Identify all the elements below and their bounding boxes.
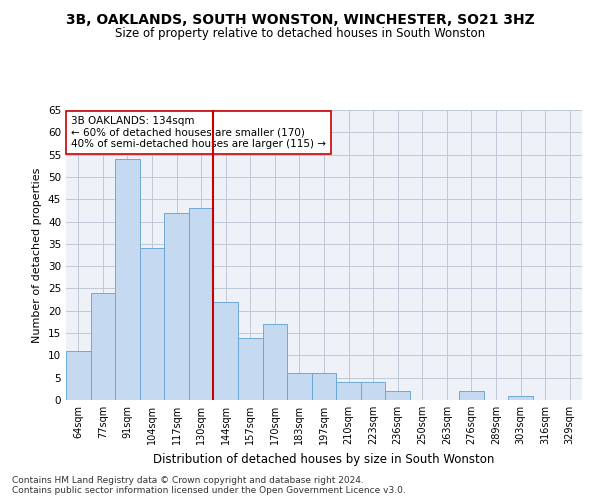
Text: 3B OAKLANDS: 134sqm
← 60% of detached houses are smaller (170)
40% of semi-detac: 3B OAKLANDS: 134sqm ← 60% of detached ho… bbox=[71, 116, 326, 149]
Bar bbox=[385, 391, 410, 400]
Bar bbox=[66, 351, 91, 400]
Bar bbox=[214, 302, 238, 400]
Bar bbox=[508, 396, 533, 400]
Bar bbox=[91, 293, 115, 400]
Bar bbox=[361, 382, 385, 400]
Bar bbox=[238, 338, 263, 400]
Bar bbox=[189, 208, 214, 400]
Bar bbox=[263, 324, 287, 400]
Text: Contains HM Land Registry data © Crown copyright and database right 2024.
Contai: Contains HM Land Registry data © Crown c… bbox=[12, 476, 406, 495]
Text: 3B, OAKLANDS, SOUTH WONSTON, WINCHESTER, SO21 3HZ: 3B, OAKLANDS, SOUTH WONSTON, WINCHESTER,… bbox=[65, 12, 535, 26]
Bar bbox=[164, 212, 189, 400]
Bar bbox=[459, 391, 484, 400]
Bar bbox=[115, 159, 140, 400]
Bar bbox=[312, 373, 336, 400]
Y-axis label: Number of detached properties: Number of detached properties bbox=[32, 168, 43, 342]
Bar bbox=[287, 373, 312, 400]
Bar bbox=[336, 382, 361, 400]
X-axis label: Distribution of detached houses by size in South Wonston: Distribution of detached houses by size … bbox=[154, 452, 494, 466]
Bar bbox=[140, 248, 164, 400]
Text: Size of property relative to detached houses in South Wonston: Size of property relative to detached ho… bbox=[115, 28, 485, 40]
